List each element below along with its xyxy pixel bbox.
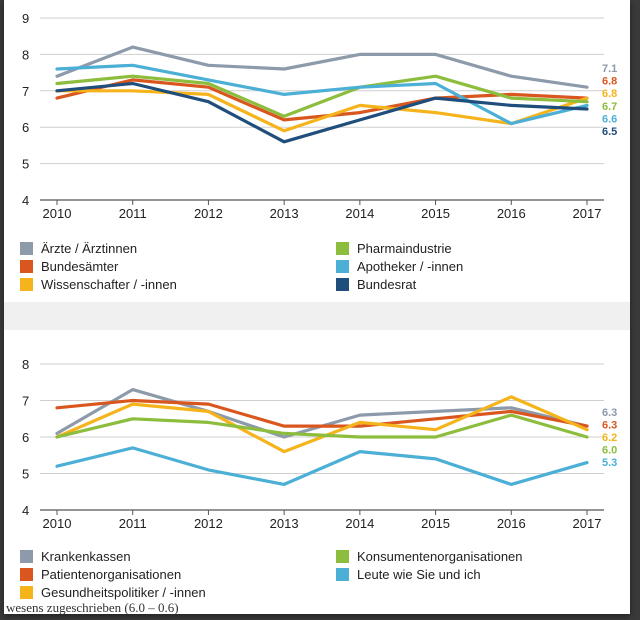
bottom-legend-swatch-4 xyxy=(336,568,349,581)
top-y-tick-9: 9 xyxy=(22,11,29,26)
top-legend-label-0: Ärzte / Ärztinnen xyxy=(41,241,138,256)
top-series-line-3 xyxy=(55,74,589,118)
bottom-y-tick-8: 8 xyxy=(22,357,29,372)
top-x-tick-2017: 2017 xyxy=(573,206,602,221)
bottom-x-tick-2013: 2013 xyxy=(270,516,299,531)
bottom-x-tick-2010: 2010 xyxy=(43,516,72,531)
bottom-legend-label-3: Konsumentenorganisationen xyxy=(357,549,523,564)
bottom-legend-label-4: Leute wie Sie und ich xyxy=(357,567,481,582)
bottom-series-line-3 xyxy=(55,413,589,439)
top-legend-item-0: Ärzte / Ärztinnen xyxy=(20,241,137,257)
bottom-end-label-1: 6.3 xyxy=(602,420,617,432)
top-legend-swatch-0 xyxy=(20,242,33,255)
top-legend-item-1: Bundesämter xyxy=(20,259,118,275)
top-x-tick-2012: 2012 xyxy=(194,206,223,221)
bottom-legend-item-3: Konsumentenorganisationen xyxy=(336,549,523,565)
bottom-y-tick-7: 7 xyxy=(22,394,29,409)
bottom-legend-swatch-3 xyxy=(336,550,349,563)
top-x-tick-2010: 2010 xyxy=(43,206,72,221)
top-x-tick-2016: 2016 xyxy=(497,206,526,221)
bottom-legend-item-1: Patientenorganisationen xyxy=(20,567,181,583)
top-x-tick-2015: 2015 xyxy=(421,206,450,221)
bottom-legend-label-1: Patientenorganisationen xyxy=(41,567,182,582)
top-end-label-4: 6.6 xyxy=(602,113,617,125)
top-legend-swatch-5 xyxy=(336,278,349,291)
top-y-tick-7: 7 xyxy=(22,84,29,99)
top-series-line-5 xyxy=(55,81,589,144)
bottom-end-label-3: 6.0 xyxy=(602,445,617,457)
top-legend-label-5: Bundesrat xyxy=(357,277,417,292)
bottom-x-tick-2012: 2012 xyxy=(194,516,223,531)
top-end-label-0: 7.1 xyxy=(602,63,617,75)
separator-band xyxy=(4,302,630,330)
top-legend-label-2: Wissenschafter / -innen xyxy=(41,277,177,292)
bottom-series-line-2 xyxy=(55,395,589,454)
top-series-line-4 xyxy=(55,63,589,126)
chart-bottom: 4 5 6 7 8 2010 2011 2012 2013 2014 2015 2016 2017 6.3… xyxy=(22,357,617,531)
bottom-legend-label-2: Gesundheitspolitiker / -innen xyxy=(41,585,206,600)
top-series-line-2 xyxy=(55,89,589,133)
footer-text: wesens zugeschrieben (6.0 – 0.6) xyxy=(6,600,179,614)
bottom-x-tick-2011: 2011 xyxy=(119,516,147,531)
bottom-legend-item-4: Leute wie Sie und ich xyxy=(336,567,481,583)
bottom-legend-item-2: Gesundheitspolitiker / -innen xyxy=(20,585,206,601)
top-y-tick-5: 5 xyxy=(22,157,29,172)
top-y-tick-8: 8 xyxy=(22,47,29,62)
bottom-legend-swatch-0 xyxy=(20,550,33,563)
legend-bottom: Krankenkassen Patientenorganisationen Gesu… xyxy=(20,549,620,600)
figure-frame: 4 5 6 7 8 9 2010 2011 2012 2013 2014 2015 2016 2017 7.… xyxy=(4,0,630,614)
top-legend-label-1: Bundesämter xyxy=(41,259,119,274)
bottom-series-line-4 xyxy=(55,446,589,486)
bottom-end-label-0: 6.3 xyxy=(602,407,617,419)
bottom-y-tick-6: 6 xyxy=(22,430,29,445)
bottom-legend-label-0: Krankenkassen xyxy=(41,549,131,564)
top-legend-swatch-4 xyxy=(336,260,349,273)
bottom-x-tick-2017: 2017 xyxy=(573,516,602,531)
top-x-tick-2014: 2014 xyxy=(345,206,374,221)
top-legend-item-2: Wissenschafter / -innen xyxy=(20,277,177,293)
top-end-label-5: 6.5 xyxy=(602,126,617,138)
top-legend-label-4: Apotheker / -innen xyxy=(357,259,464,274)
bottom-series-line-1 xyxy=(55,398,589,428)
chart-top: 4 5 6 7 8 9 2010 2011 2012 2013 2014 2015 2016 2017 7.… xyxy=(22,11,617,221)
top-legend-item-3: Pharmaindustrie xyxy=(336,241,452,257)
bottom-legend-swatch-1 xyxy=(20,568,33,581)
top-legend-label-3: Pharmaindustrie xyxy=(357,241,452,256)
top-legend-swatch-3 xyxy=(336,242,349,255)
top-end-label-2: 6.8 xyxy=(602,88,617,100)
top-y-tick-4: 4 xyxy=(22,193,29,208)
bottom-legend-swatch-2 xyxy=(20,586,33,599)
legend-top: Ärzte / Ärztinnen Bundesämter Wissenschaft… xyxy=(20,241,620,296)
top-end-label-1: 6.8 xyxy=(602,76,617,88)
top-legend-swatch-1 xyxy=(20,260,33,273)
bottom-legend-item-0: Krankenkassen xyxy=(20,549,131,565)
top-series-line-0 xyxy=(55,45,589,89)
top-x-tick-2013: 2013 xyxy=(270,206,299,221)
top-y-tick-6: 6 xyxy=(22,120,29,135)
bottom-y-tick-4: 4 xyxy=(22,503,29,518)
top-x-tick-2011: 2011 xyxy=(119,206,147,221)
bottom-x-tick-2016: 2016 xyxy=(497,516,526,531)
top-legend-item-5: Bundesrat xyxy=(336,277,416,293)
bottom-x-tick-2015: 2015 xyxy=(421,516,450,531)
bottom-y-tick-5: 5 xyxy=(22,467,29,482)
top-end-label-3: 6.7 xyxy=(602,101,617,113)
bottom-end-label-4: 5.3 xyxy=(602,457,617,469)
bottom-x-tick-2014: 2014 xyxy=(345,516,374,531)
bottom-end-label-2: 6.2 xyxy=(602,432,617,444)
top-legend-swatch-2 xyxy=(20,278,33,291)
top-legend-item-4: Apotheker / -innen xyxy=(336,259,463,275)
